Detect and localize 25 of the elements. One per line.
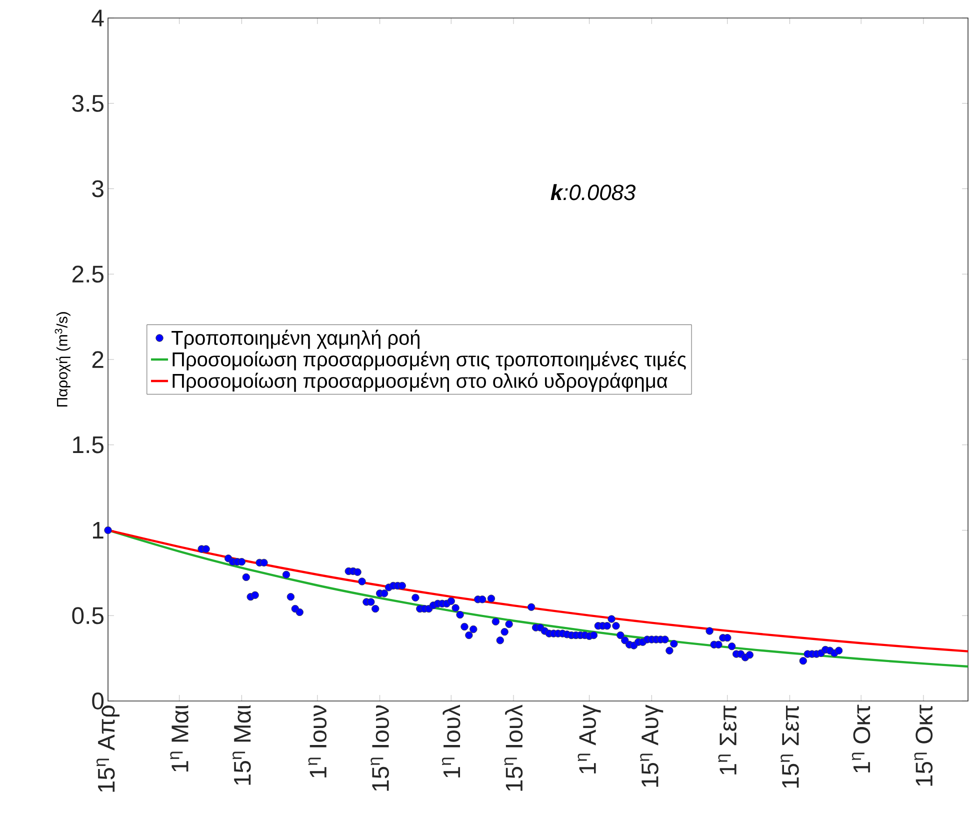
legend-label: Προσομοίωση προσαρμοσμένη στο ολικό υδρογράφημα [172,372,668,392]
y-tick-label: 1.5 [73,436,104,454]
legend-label: Τροποποιημένη χαμηλή ροή [172,330,420,349]
y-tick-label: 2.5 [72,266,104,283]
x-tick-label: 1$^{η}$ Ιουλ [442,704,460,778]
x-tick-label: 15$^{η}$ Ιουλ [504,704,523,791]
y-tick-label: 4 [92,10,104,26]
x-tick-label: 1$^{η}$ Σεπ [718,706,737,774]
x-tick-label: 15$^{η}$ Ιουν [370,705,389,791]
y-tick-label: 0.5 [72,607,104,624]
y-tick-label: 3.5 [72,94,104,112]
x-tick-label: 15$^{η}$ Αυγ [640,704,664,787]
y-tick-label: 3 [92,180,104,198]
x-tick-label: 1$^{η}$ Ιουν [308,705,327,778]
y-tick-label: 1 [93,522,104,538]
y-tick-label: 2 [92,351,104,368]
y-axis-title: Παροχή (m$^{3}$/s) [54,312,70,407]
x-tick-label: 1$^{η}$ Αυγ [578,704,601,774]
x-tick-label: 1$^{η}$ Μαι [170,705,188,772]
x-tick-label: 15$^{η}$ Σεπ [780,706,799,788]
x-tick-label: 1$^{η}$ Οκτ [852,704,870,772]
legend-label: Προσομοίωση προσαρμοσμένη στις τροποποιημένες τιμές [172,351,686,370]
x-tick-label: 15$^{η}$ Οκτ [914,704,933,786]
annotation: k:0.0083 [550,184,636,200]
x-tick-label: 15$^{η}$ Μαι [232,705,251,785]
